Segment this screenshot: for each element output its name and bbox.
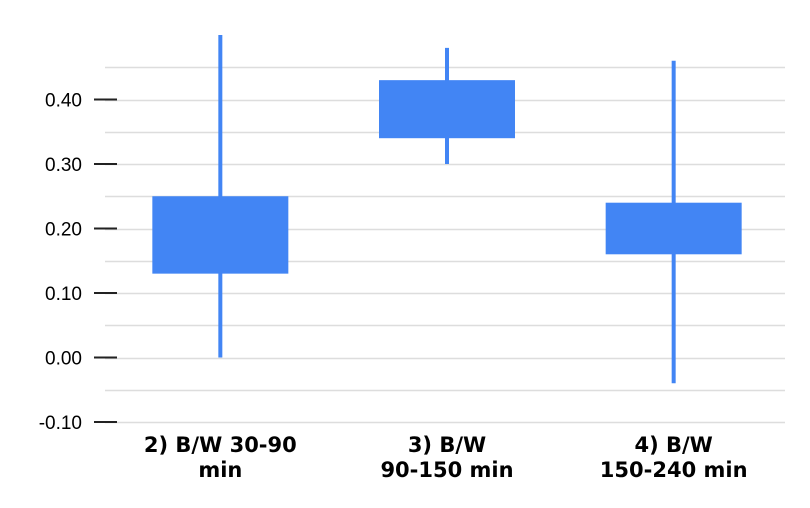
candle-body	[605, 202, 742, 255]
y-tick-label: 0.00	[45, 349, 82, 370]
y-tick-label: -0.10	[39, 413, 82, 434]
x-category-label: 2) B/W 30-90	[144, 433, 297, 457]
x-category-label: 150-240 min	[600, 458, 748, 482]
candle-body	[152, 196, 289, 274]
x-axis: 2) B/W 30-90 min 3) B/W 90-150 min 4) B/…	[144, 433, 748, 482]
y-tick-label: 0.40	[45, 91, 82, 112]
y-axis: 0.40 0.30 0.20 0.10 0.00 -0.10	[39, 91, 117, 434]
candle-body	[379, 80, 515, 139]
x-category-label: 90-150 min	[380, 458, 513, 482]
y-tick-label: 0.20	[45, 220, 82, 241]
x-category-label: 4) B/W	[634, 433, 712, 457]
x-category-label: min	[198, 458, 242, 482]
candles	[152, 35, 742, 384]
x-category-label: 3) B/W	[408, 433, 486, 457]
y-tick-label: 0.30	[45, 155, 82, 176]
y-tick-label: 0.10	[45, 284, 82, 305]
